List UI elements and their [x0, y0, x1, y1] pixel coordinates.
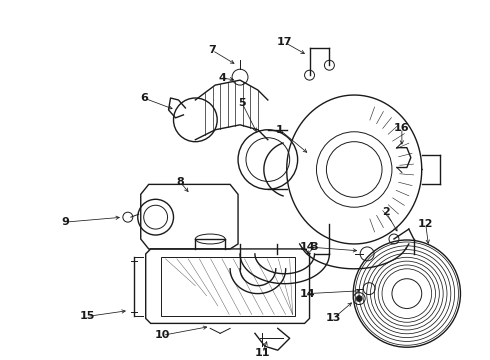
Text: 11: 11: [255, 348, 270, 358]
Text: 12: 12: [418, 219, 434, 229]
Text: 15: 15: [79, 311, 95, 321]
Text: 10: 10: [155, 330, 170, 340]
Text: 2: 2: [382, 207, 390, 217]
Text: 3: 3: [311, 242, 319, 252]
Text: 1: 1: [276, 125, 284, 135]
Text: 14: 14: [300, 289, 316, 298]
Text: 16: 16: [394, 123, 410, 133]
Text: 5: 5: [238, 98, 246, 108]
Text: 7: 7: [208, 45, 216, 55]
Circle shape: [356, 296, 362, 302]
Text: 4: 4: [218, 73, 226, 83]
Text: 17: 17: [277, 37, 293, 48]
Text: 13: 13: [326, 314, 341, 323]
Text: 14: 14: [300, 242, 316, 252]
Text: 6: 6: [140, 93, 147, 103]
Text: 8: 8: [176, 177, 184, 188]
Text: 9: 9: [61, 217, 69, 227]
